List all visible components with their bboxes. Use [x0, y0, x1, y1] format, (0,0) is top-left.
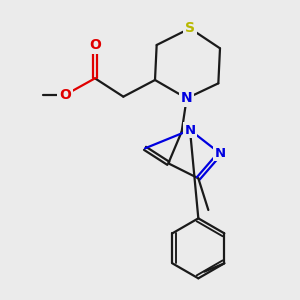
Text: O: O — [59, 88, 71, 102]
Text: O: O — [89, 38, 101, 52]
Text: N: N — [184, 124, 196, 136]
Text: N: N — [214, 147, 226, 160]
Text: N: N — [181, 91, 193, 105]
Text: S: S — [185, 21, 195, 35]
